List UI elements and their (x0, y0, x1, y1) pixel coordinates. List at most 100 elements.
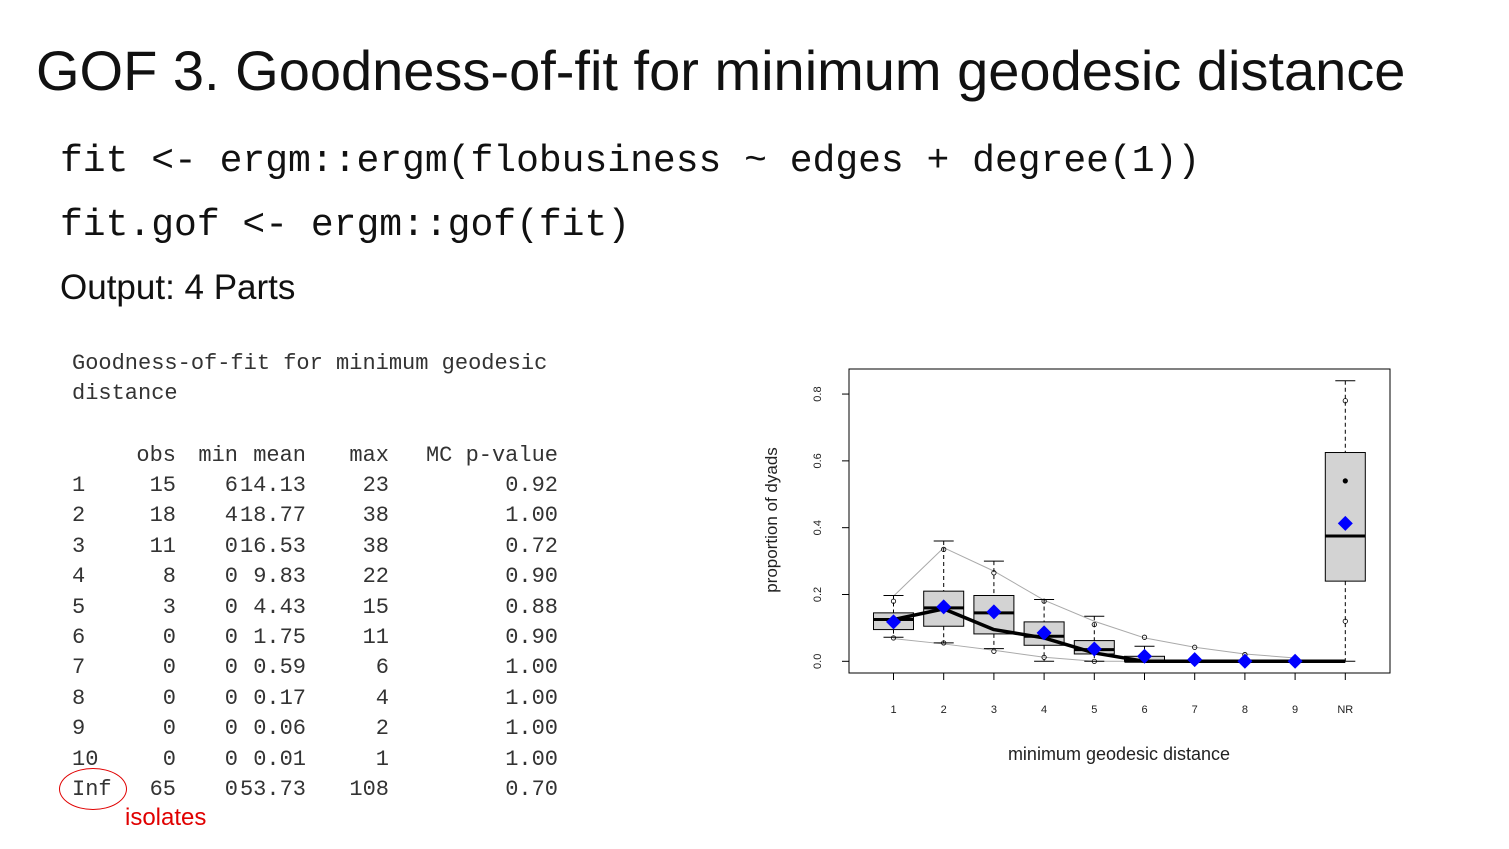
table-cell-p-value: 0.92 (505, 473, 558, 498)
table-cell-p-value: 1.00 (505, 685, 558, 711)
table-row-label: 8 (72, 685, 86, 711)
table-column-header: max (349, 443, 389, 468)
x-tick-label: 1 (890, 704, 896, 716)
slide-title: GOF 3. Goodness-of-fit for minimum geode… (36, 39, 1406, 102)
table-cell-obs: 3 (162, 594, 176, 620)
table-cell-mean: 0.01 (253, 746, 306, 772)
outlier-point (1342, 618, 1348, 624)
table-row-label: 5 (72, 594, 86, 620)
table-cell-mean: 9.83 (253, 564, 306, 590)
outlier-point (890, 635, 897, 641)
table-cell-obs: 18 (149, 503, 176, 529)
table-cell-max: 15 (362, 594, 389, 620)
outlier-point (941, 640, 947, 646)
mean-diamond (936, 599, 952, 615)
outlier-point (991, 570, 997, 576)
x-axis-label: minimum geodesic distance (1008, 744, 1230, 764)
table-cell-obs: 65 (149, 777, 176, 802)
x-tick-label: 4 (1041, 704, 1047, 716)
mean-diamond (1187, 652, 1203, 668)
outlier-point (941, 546, 947, 552)
mean-diamond (1137, 648, 1152, 664)
x-tick-label: 8 (1242, 704, 1248, 716)
table-cell-min: 0 (224, 655, 238, 681)
table-cell-obs: 0 (162, 625, 176, 650)
table-cell-min: 0 (224, 685, 238, 711)
output-label: Output: 4 Parts (60, 268, 296, 307)
table-cell-max: 38 (362, 533, 389, 559)
table-cell-p-value: 0.72 (505, 533, 558, 559)
table-cell-obs: 15 (149, 473, 176, 498)
y-tick-label: 0.4 (812, 520, 824, 535)
table-cell-min: 0 (224, 625, 238, 650)
table-cell-obs: 0 (162, 716, 176, 742)
observed-line (893, 607, 1346, 664)
y-axis-label: proportion of dyads (762, 447, 781, 593)
outlier-point (1091, 658, 1097, 664)
outlier-point (1141, 634, 1148, 640)
table-cell-p-value: 1.00 (505, 746, 558, 772)
table-cell-p-value: 0.88 (505, 594, 558, 620)
table-cell-mean: 4.43 (253, 594, 306, 620)
table-row-label: 4 (72, 564, 86, 590)
plot-frame (848, 368, 1391, 674)
x-tick-label: 7 (1192, 704, 1198, 716)
table-row-label: 3 (72, 533, 86, 559)
table-cell-max: 1 (375, 746, 389, 772)
upper-band-line (893, 547, 1296, 659)
table-cell-mean: 16.53 (239, 533, 306, 559)
outlier-point (1091, 621, 1097, 628)
table-cell-max: 6 (375, 655, 389, 681)
x-tick-label: 5 (1091, 704, 1097, 716)
outlier-point (1041, 598, 1047, 604)
y-tick-label: 0.8 (812, 386, 824, 401)
table-cell-mean: 18.77 (239, 503, 306, 529)
table-cell-p-value: 1.00 (505, 716, 558, 742)
x-tick-label: 9 (1292, 704, 1298, 716)
table-row-label: 6 (72, 625, 86, 650)
table-row-label: 2 (72, 503, 86, 529)
mean-diamond (1086, 641, 1102, 657)
outlier-point (1192, 644, 1198, 650)
outlier-point (1342, 398, 1348, 404)
y-tick-label: 0.2 (812, 587, 824, 602)
table-cell-p-value: 0.70 (505, 777, 558, 802)
x-tick-label: NR (1337, 704, 1353, 716)
isolates-annotation: isolates (125, 804, 207, 831)
table-cell-obs: 0 (162, 655, 176, 681)
table-cell-min: 0 (224, 777, 238, 802)
table-cell-min: 6 (224, 473, 238, 498)
outlier-point (1041, 654, 1047, 660)
table-cell-obs: 0 (162, 746, 176, 772)
table-cell-min: 4 (224, 503, 238, 529)
y-tick-label: 0.6 (812, 453, 824, 468)
table-cell-obs: 11 (149, 533, 176, 559)
table-cell-min: 0 (224, 564, 238, 590)
gof-heading-line2: distance (72, 381, 178, 406)
table-cell-max: 2 (375, 716, 389, 742)
table-cell-max: 23 (362, 473, 389, 498)
table-cell-p-value: 1.00 (505, 655, 558, 681)
table-column-header: MC p-value (425, 443, 558, 468)
table-row-label: 10 (72, 746, 99, 772)
table-cell-obs: 0 (162, 685, 176, 711)
nr-point (1342, 478, 1348, 484)
table-column-header: mean (253, 443, 306, 468)
table-row-label: 1 (72, 473, 86, 498)
mean-diamond (986, 604, 1002, 620)
table-cell-mean: 0.59 (253, 655, 306, 681)
y-tick-label: 0.0 (812, 654, 824, 669)
table-cell-min: 0 (224, 746, 238, 772)
mean-diamond (1036, 625, 1052, 641)
table-cell-p-value: 1.00 (505, 503, 558, 529)
table-cell-max: 11 (362, 625, 389, 650)
gof-heading-line1: Goodness-of-fit for minimum geodesic (72, 351, 548, 376)
mean-diamond (1237, 653, 1253, 669)
table-cell-mean: 53.73 (239, 777, 306, 802)
table-cell-max: 38 (362, 503, 389, 529)
outlier-point (991, 648, 997, 654)
mean-diamond (1337, 515, 1353, 531)
table-cell-max: 22 (362, 564, 389, 590)
table-cell-mean: 0.06 (253, 716, 306, 742)
table-cell-p-value: 0.90 (505, 625, 558, 650)
